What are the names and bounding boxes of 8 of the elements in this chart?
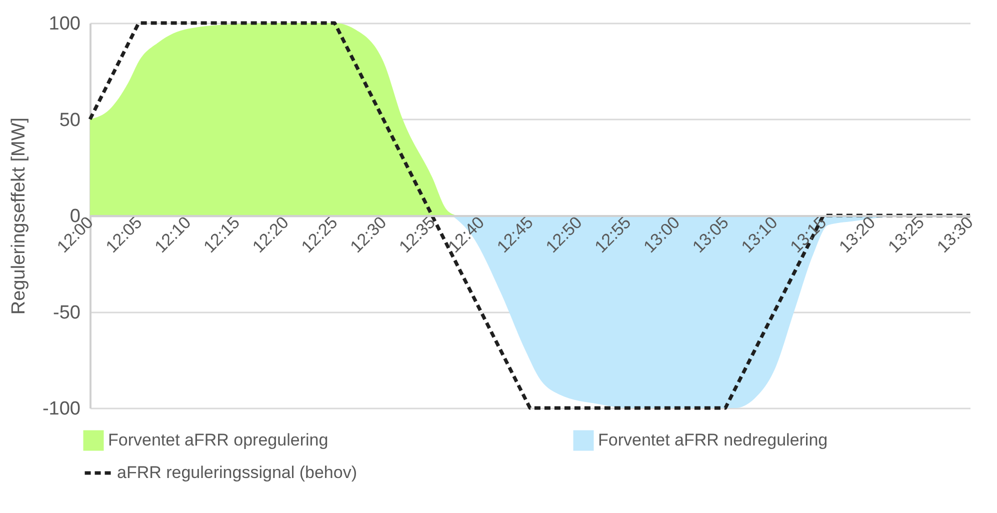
legend-label: Forventet aFRR nedregulering — [598, 430, 828, 450]
y-tick-label: 50 — [59, 110, 80, 131]
legend-label: aFRR reguleringssignal (behov) — [117, 463, 358, 482]
y-tick-label: -50 — [53, 302, 80, 324]
y-axis-title: Reguleringseffekt [MW] — [8, 117, 30, 315]
y-tick-label: -100 — [42, 398, 80, 420]
y-tick-label: 100 — [48, 14, 80, 34]
legend-label: Forventet aFRR opregulering — [108, 430, 328, 450]
